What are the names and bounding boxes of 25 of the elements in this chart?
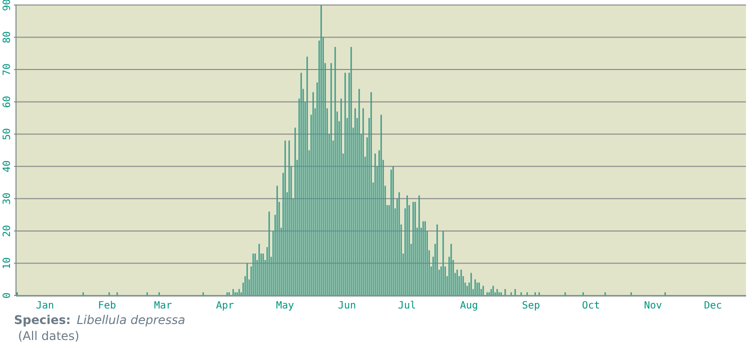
y-tick-label: 30	[2, 192, 13, 205]
y-tick-label: 80	[2, 31, 13, 44]
y-tick-label: 90	[2, 0, 13, 12]
y-tick-label: 20	[2, 224, 13, 237]
y-tick-label: 60	[2, 96, 13, 108]
x-tick-label: Mar	[154, 300, 172, 312]
x-tick-label: Jun	[338, 300, 356, 312]
text: Species:	[14, 313, 71, 327]
x-tick-label: Nov	[644, 300, 662, 312]
x-tick-label: Feb	[98, 300, 116, 312]
x-tick-label: Jul	[398, 300, 416, 312]
y-tick-label: 0	[2, 292, 13, 299]
x-tick-label: Apr	[216, 300, 234, 312]
y-tick-label: 50	[2, 128, 13, 140]
x-tick-label: Dec	[704, 300, 722, 312]
y-tick-label: 70	[2, 64, 13, 76]
y-tick-label: 10	[2, 257, 13, 270]
x-tick-label: Jan	[36, 300, 54, 312]
text: Libellula depressa	[76, 313, 186, 327]
x-tick-label: Oct	[582, 300, 600, 312]
text: (All dates)	[18, 329, 80, 343]
x-tick-label: May	[276, 300, 294, 312]
x-tick-label: Aug	[460, 300, 478, 312]
x-tick-label: Sep	[522, 300, 540, 312]
y-tick-label: 40	[2, 160, 13, 172]
